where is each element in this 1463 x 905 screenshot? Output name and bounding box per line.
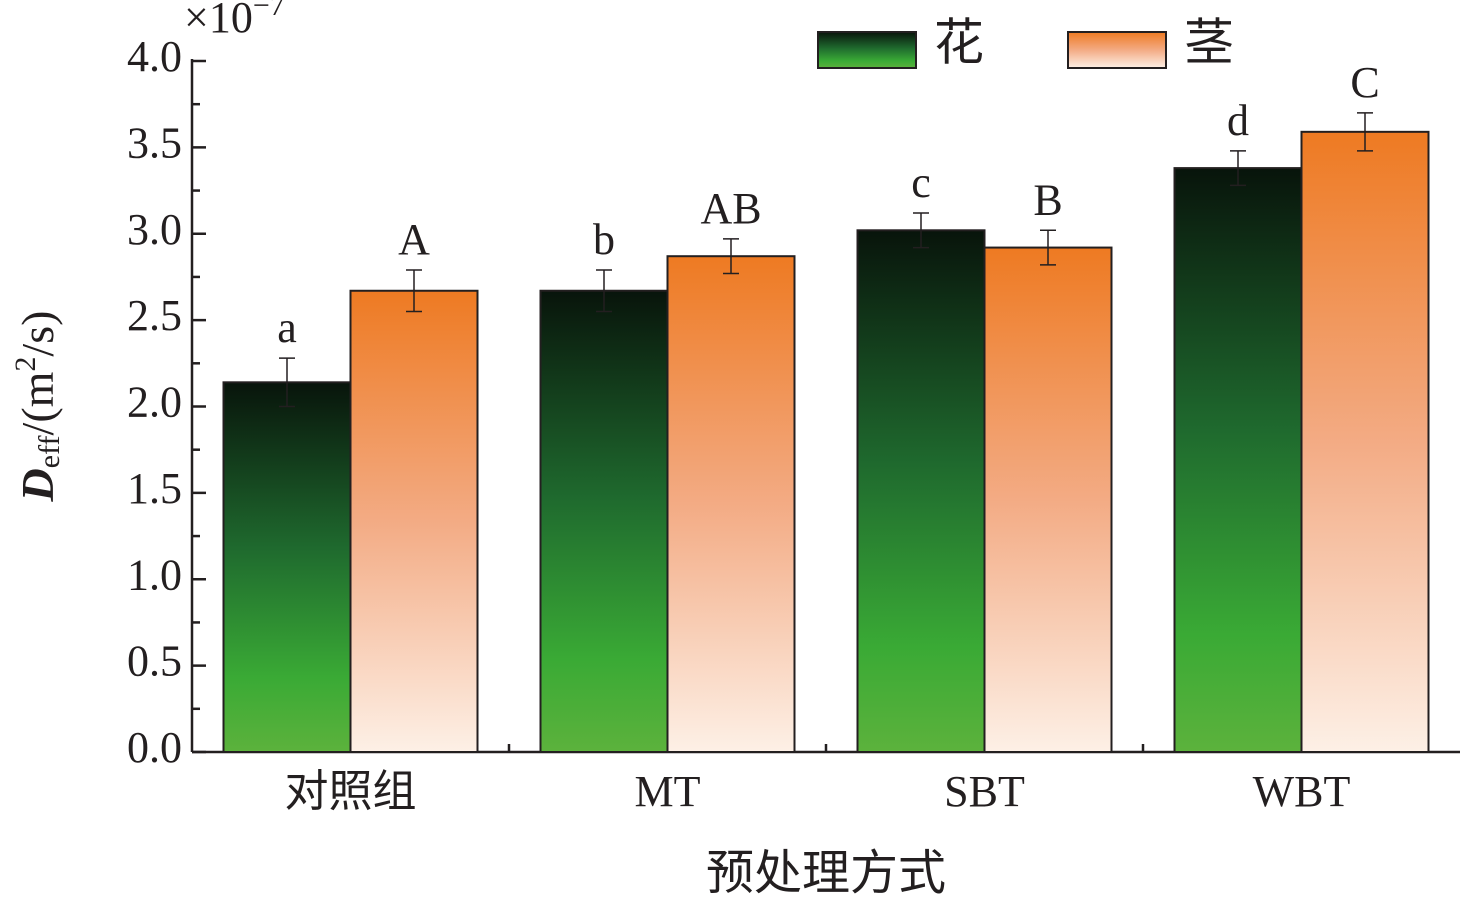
legend-label: 花 — [934, 14, 984, 70]
multiplier: ×10−7 — [184, 0, 285, 42]
legend-label: 茎 — [1184, 14, 1234, 70]
y-unit-sup: 2 — [9, 357, 42, 372]
bar — [349, 289, 479, 753]
bar — [1173, 167, 1303, 754]
error-bar — [406, 269, 422, 313]
error-bar — [723, 238, 739, 275]
bar — [666, 255, 796, 753]
y-symbol: D — [12, 468, 63, 502]
multiplier-exponent: −7 — [253, 0, 285, 22]
y-subscript: eff — [33, 435, 66, 468]
y-tick-label: 0.0 — [127, 723, 182, 772]
y-tick-label: 2.0 — [127, 378, 182, 427]
error-bar — [913, 212, 929, 249]
x-tick-label: 对照组 — [285, 767, 417, 816]
y-tick-label: 2.5 — [127, 291, 182, 340]
significance-letter: AB — [700, 184, 761, 233]
significance-letter: c — [911, 158, 931, 207]
bar — [222, 381, 352, 753]
error-bar — [1357, 112, 1373, 152]
error-bar — [1230, 150, 1246, 187]
significance-letter: b — [593, 215, 615, 264]
y-unit-end: /s) — [12, 311, 63, 357]
y-axis-label: Deff/(m2/s) — [9, 311, 66, 503]
x-axis-label: 预处理方式 — [706, 847, 946, 900]
bar — [1300, 130, 1430, 753]
y-tick-label: 3.5 — [127, 118, 182, 167]
y-tick-label: 4.0 — [127, 32, 182, 81]
legend-swatch — [817, 31, 917, 69]
significance-letter: a — [277, 303, 297, 352]
multiplier-base: ×10 — [184, 0, 253, 42]
x-tick-label: MT — [635, 767, 701, 816]
x-tick-label: SBT — [944, 767, 1025, 816]
significance-letter: C — [1350, 58, 1379, 107]
significance-letter: A — [398, 215, 430, 264]
y-tick-label: 1.0 — [127, 550, 182, 599]
x-tick-label: WBT — [1253, 767, 1351, 816]
legend-swatch — [1067, 31, 1167, 69]
y-tick-label: 3.0 — [127, 205, 182, 254]
bar — [983, 246, 1113, 753]
significance-letter: B — [1033, 175, 1062, 224]
bar — [539, 289, 669, 753]
error-bar — [279, 357, 295, 408]
significance-letter: d — [1227, 96, 1249, 145]
y-tick-label: 1.5 — [127, 464, 182, 513]
bar — [856, 229, 986, 754]
y-unit: /(m — [12, 371, 63, 435]
y-tick-label: 0.5 — [127, 637, 182, 686]
error-bar — [596, 269, 612, 313]
error-bar — [1040, 229, 1056, 266]
